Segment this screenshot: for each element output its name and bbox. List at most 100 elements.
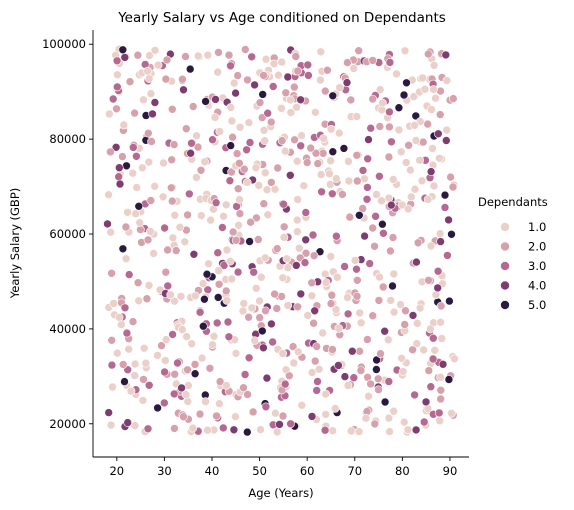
data-point	[282, 254, 292, 264]
data-point	[318, 328, 328, 338]
data-point	[311, 108, 320, 117]
data-point	[223, 317, 233, 327]
data-point	[261, 54, 271, 64]
data-point	[365, 259, 375, 268]
data-point	[112, 56, 122, 66]
data-point	[313, 159, 323, 168]
data-point	[433, 266, 443, 276]
data-point	[368, 223, 378, 233]
data-point	[307, 278, 317, 288]
data-point	[240, 164, 249, 174]
data-point	[266, 117, 276, 127]
y-tick-label: 60000	[49, 227, 86, 241]
data-point	[218, 223, 227, 232]
data-point	[158, 192, 168, 202]
y-tick-label: 40000	[49, 322, 86, 336]
data-point	[428, 144, 437, 153]
data-point	[278, 273, 288, 283]
data-point	[132, 152, 141, 161]
x-tick-label: 50	[252, 464, 267, 478]
data-point	[380, 397, 390, 407]
data-point	[229, 425, 239, 435]
data-point	[372, 190, 381, 199]
data-point	[392, 69, 401, 79]
data-point	[157, 341, 166, 350]
data-point	[245, 138, 255, 147]
data-point	[118, 244, 128, 254]
data-point	[347, 346, 357, 356]
data-point	[251, 163, 261, 173]
data-point	[260, 253, 270, 263]
data-point	[197, 211, 206, 220]
data-point	[226, 61, 235, 71]
data-point	[168, 196, 177, 206]
data-point	[328, 345, 337, 354]
data-point	[388, 175, 398, 184]
data-point	[243, 390, 252, 399]
data-point	[415, 155, 425, 165]
legend-marker	[500, 300, 510, 310]
data-point	[426, 382, 436, 392]
data-point	[118, 45, 128, 55]
data-point	[334, 324, 344, 333]
data-point	[417, 176, 427, 186]
data-point	[133, 278, 143, 288]
data-point	[436, 237, 445, 246]
data-point	[238, 306, 248, 316]
data-point	[352, 275, 362, 285]
data-point	[354, 46, 364, 56]
data-point	[308, 230, 318, 240]
data-point	[193, 51, 203, 61]
data-point	[255, 98, 265, 107]
data-point	[145, 51, 154, 60]
data-point	[175, 223, 185, 232]
data-point	[263, 210, 273, 219]
data-point	[286, 108, 296, 117]
data-point	[331, 174, 341, 183]
data-point	[222, 296, 232, 305]
data-point	[437, 334, 447, 343]
legend-label: 2.0	[528, 240, 546, 254]
data-point	[111, 143, 121, 152]
data-point	[363, 154, 373, 164]
data-point	[338, 190, 347, 199]
data-point	[231, 236, 241, 245]
data-point	[304, 71, 313, 80]
data-point	[256, 425, 265, 434]
data-point	[406, 165, 415, 175]
data-point	[219, 261, 229, 270]
data-point	[364, 391, 373, 401]
data-point	[363, 183, 372, 192]
data-point	[114, 172, 123, 181]
data-point	[146, 89, 156, 98]
data-point	[344, 176, 354, 186]
data-point	[424, 275, 433, 285]
data-point	[244, 353, 254, 363]
data-point	[283, 301, 293, 310]
data-point	[131, 209, 140, 218]
data-point	[438, 359, 448, 369]
x-tick-label: 90	[443, 464, 458, 478]
data-point	[424, 366, 434, 375]
data-point	[326, 124, 336, 134]
data-point	[384, 152, 394, 162]
data-point	[134, 296, 143, 306]
data-point	[293, 66, 303, 76]
data-point	[413, 238, 423, 248]
data-point	[429, 61, 439, 70]
data-point	[345, 212, 355, 222]
data-point	[191, 291, 200, 301]
data-point	[435, 229, 445, 238]
data-point	[428, 333, 438, 343]
data-point	[375, 122, 385, 131]
data-point	[419, 417, 429, 427]
data-point	[394, 103, 404, 112]
data-point	[235, 195, 244, 204]
data-point	[290, 135, 299, 145]
data-point	[203, 425, 212, 435]
data-point	[296, 141, 306, 151]
data-point	[189, 250, 199, 259]
data-point	[326, 252, 336, 261]
data-point	[138, 163, 147, 173]
data-point	[182, 124, 191, 133]
